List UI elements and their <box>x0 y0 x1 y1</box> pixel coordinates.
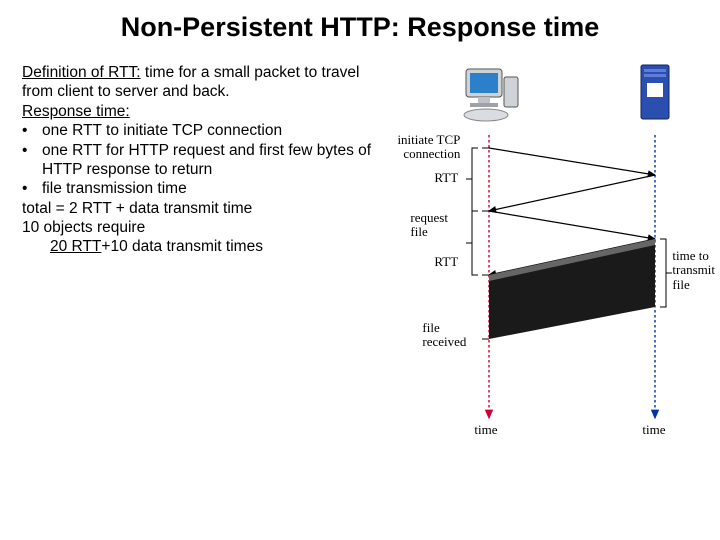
request-arrow <box>489 211 655 239</box>
total-line: total = 2 RTT + data transmit time <box>22 199 374 218</box>
bullet-1-text: one RTT to initiate TCP connection <box>42 121 374 140</box>
label-initiate: initiate TCPconnection <box>382 133 460 162</box>
server-icon <box>637 63 673 125</box>
content-row: Definition of RTT: time for a small pack… <box>0 53 720 483</box>
label-transmit: time totransmitfile <box>672 249 715 292</box>
data-block <box>489 239 655 339</box>
bullet-1: • one RTT to initiate TCP connection <box>22 121 374 140</box>
bullet-2-text: one RTT for HTTP request and first few b… <box>42 141 374 180</box>
label-request: requestfile <box>410 211 448 240</box>
label-rtt1: RTT <box>434 171 458 185</box>
bullet-3: • file transmission time <box>22 179 374 198</box>
response-label: Response time: <box>22 102 374 121</box>
ten-obj-underlined: 20 RTT <box>50 238 101 255</box>
bullet-dot: • <box>22 121 42 140</box>
synack-arrow <box>489 175 655 211</box>
label-time-left: time <box>474 423 497 437</box>
label-rtt2: RTT <box>434 255 458 269</box>
bullet-2: • one RTT for HTTP request and first few… <box>22 141 374 180</box>
diagram-svg <box>374 63 704 483</box>
text-column: Definition of RTT: time for a small pack… <box>22 63 374 483</box>
label-time-right: time <box>642 423 665 437</box>
page-title: Non-Persistent HTTP: Response time <box>0 0 720 53</box>
ten-objects-line2: 20 RTT+10 data transmit times <box>22 237 374 256</box>
syn-arrow <box>489 148 655 175</box>
ten-objects-line1: 10 objects require <box>22 218 374 237</box>
computer-icon <box>460 63 522 125</box>
rtt2-bracket <box>466 211 478 275</box>
label-file-received: filereceived <box>422 321 466 350</box>
timing-diagram: initiate TCPconnection RTT requestfile R… <box>374 63 702 483</box>
def-label: Definition of RTT: <box>22 64 141 81</box>
transmit-bracket <box>660 239 672 307</box>
bullet-dot: • <box>22 179 42 198</box>
rtt1-bracket <box>466 148 478 211</box>
definition-para: Definition of RTT: time for a small pack… <box>22 63 374 102</box>
ten-obj-rest: +10 data transmit times <box>101 238 263 255</box>
bullet-3-text: file transmission time <box>42 179 374 198</box>
bullet-dot: • <box>22 141 42 180</box>
